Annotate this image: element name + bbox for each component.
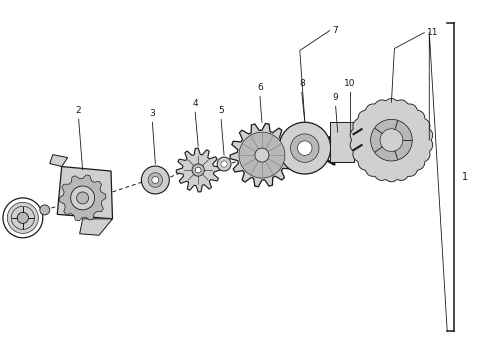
Text: 9: 9 [333,93,339,102]
Circle shape [196,167,201,173]
Polygon shape [80,219,113,235]
Text: 4: 4 [193,99,198,108]
Circle shape [152,176,159,184]
Circle shape [142,166,169,194]
Text: 5: 5 [218,106,224,115]
Circle shape [255,148,269,162]
Circle shape [192,164,204,176]
Text: 8: 8 [299,79,305,88]
Circle shape [380,129,403,152]
Text: 2: 2 [76,106,81,115]
Circle shape [40,205,50,215]
Circle shape [239,132,285,178]
Circle shape [11,206,34,229]
FancyBboxPatch shape [330,122,354,162]
Circle shape [76,192,89,204]
Text: 7: 7 [333,26,339,35]
Circle shape [297,141,312,156]
Circle shape [71,186,95,210]
Text: 10: 10 [344,79,355,88]
Circle shape [291,134,319,162]
Polygon shape [176,148,220,192]
Text: 3: 3 [149,109,155,118]
Circle shape [370,119,412,161]
Circle shape [3,198,43,238]
Circle shape [7,202,38,233]
Polygon shape [50,154,68,167]
Circle shape [148,173,163,187]
Text: 1: 1 [462,172,468,182]
Polygon shape [350,99,433,182]
Text: 11: 11 [427,28,439,37]
Circle shape [221,161,227,167]
Text: 6: 6 [257,83,263,92]
Polygon shape [57,167,113,219]
Circle shape [17,212,28,224]
Circle shape [279,122,331,174]
Polygon shape [59,175,106,221]
Circle shape [217,157,231,171]
Polygon shape [230,123,294,187]
